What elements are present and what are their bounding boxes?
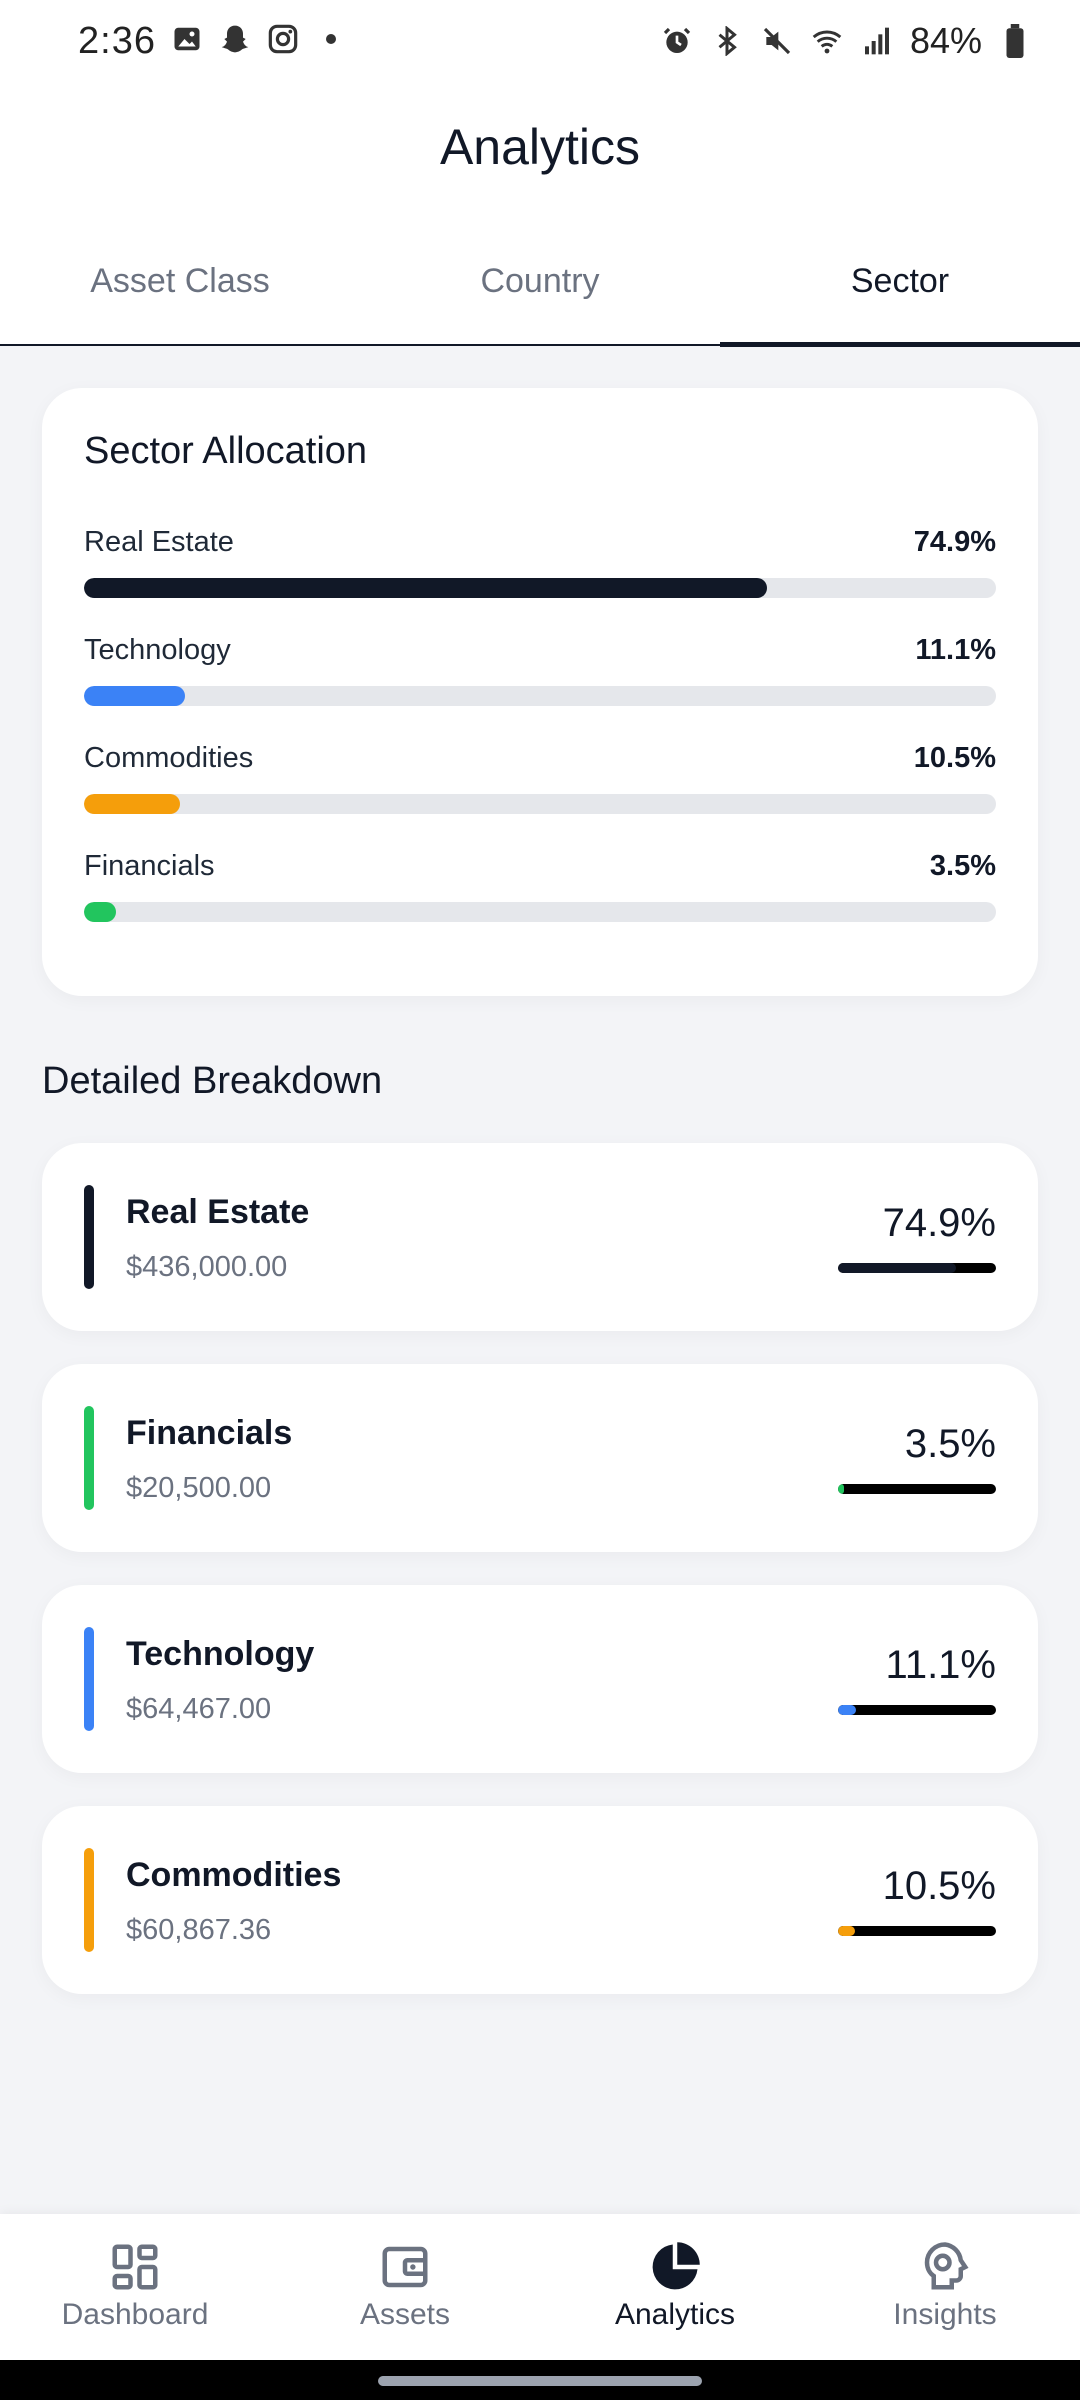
- allocation-percent: 11.1%: [915, 634, 996, 666]
- allocation-percent: 10.5%: [913, 742, 996, 774]
- nav-label: Assets: [359, 2298, 451, 2331]
- sector-percent: 3.5%: [904, 1422, 996, 1466]
- instagram-icon: [266, 22, 300, 56]
- sector-value: $436,000.00: [126, 1251, 288, 1283]
- sector-color-stripe: [84, 1185, 94, 1289]
- sector-color-stripe: [84, 1848, 94, 1952]
- allocation-row: Real Estate 74.9%: [84, 526, 996, 616]
- breakdown-card[interactable]: Technology $64,467.00 11.1%: [42, 1585, 1038, 1773]
- wallet-icon: [378, 2240, 432, 2294]
- allocation-percent: 3.5%: [929, 850, 996, 882]
- sector-mini-bar: [838, 1926, 996, 1936]
- wifi-icon: [810, 24, 844, 58]
- image-icon: [170, 22, 204, 56]
- allocation-label: Financials: [84, 850, 215, 882]
- card-title: Sector Allocation: [84, 430, 368, 472]
- breakdown-card[interactable]: Financials $20,500.00 3.5%: [42, 1364, 1038, 1552]
- nav-label: Analytics: [614, 2298, 736, 2331]
- allocation-label: Technology: [84, 634, 231, 666]
- tab-sector[interactable]: Sector: [720, 240, 1080, 347]
- sector-name: Commodities: [126, 1856, 342, 1894]
- allocation-bar-track: [84, 578, 996, 598]
- allocation-row: Technology 11.1%: [84, 634, 996, 724]
- section-title-breakdown: Detailed Breakdown: [42, 1060, 383, 1102]
- battery-icon: [998, 24, 1032, 58]
- battery-percent: 84%: [909, 20, 982, 61]
- allocation-bar-track: [84, 794, 996, 814]
- sector-value: $20,500.00: [126, 1472, 272, 1504]
- mute-icon: [760, 24, 794, 58]
- sector-percent: 10.5%: [882, 1864, 996, 1908]
- allocation-bar-fill: [84, 578, 768, 598]
- allocation-row: Financials 3.5%: [84, 850, 996, 940]
- allocation-bar-track: [84, 902, 996, 922]
- allocation-label: Commodities: [84, 742, 254, 774]
- sector-mini-bar: [838, 1263, 996, 1273]
- snapchat-icon: [218, 22, 252, 56]
- bluetooth-icon: [710, 24, 744, 58]
- sector-mini-bar-fill: [838, 1263, 957, 1273]
- brain-icon: [918, 2240, 972, 2294]
- allocation-label: Real Estate: [84, 526, 234, 558]
- sector-percent: 74.9%: [882, 1201, 996, 1245]
- app-header-area: 2:36: [0, 0, 1080, 347]
- gesture-bar: [0, 2360, 1080, 2400]
- dashboard-icon: [108, 2240, 162, 2294]
- allocation-bar-fill: [84, 794, 180, 814]
- sector-mini-bar-fill: [838, 1705, 856, 1715]
- pie-chart-icon: [648, 2240, 702, 2294]
- sector-name: Real Estate: [126, 1193, 310, 1231]
- nav-analytics[interactable]: Analytics: [540, 2214, 810, 2360]
- sector-percent: 11.1%: [885, 1643, 996, 1687]
- tab-bar: Asset Class Country Sector: [0, 240, 1080, 347]
- tab-asset-class[interactable]: Asset Class: [90, 262, 270, 300]
- sector-value: $60,867.36: [126, 1914, 272, 1946]
- sector-allocation-card: Sector Allocation Real Estate 74.9% Tech…: [42, 388, 1038, 996]
- sector-name: Financials: [126, 1414, 293, 1452]
- sector-mini-bar: [838, 1705, 996, 1715]
- nav-dashboard[interactable]: Dashboard: [0, 2214, 270, 2360]
- sector-mini-bar-fill: [838, 1926, 855, 1936]
- status-time: 2:36: [78, 20, 156, 62]
- nav-label: Dashboard: [61, 2298, 209, 2331]
- alarm-icon: [660, 24, 694, 58]
- sector-color-stripe: [84, 1627, 94, 1731]
- status-left-icons: [170, 22, 348, 56]
- sector-value: $64,467.00: [126, 1693, 272, 1725]
- status-right-icons: 84%: [660, 20, 1032, 62]
- page-title: Analytics: [439, 119, 641, 175]
- home-gesture-handle[interactable]: [378, 2376, 702, 2386]
- allocation-bar-track: [84, 686, 996, 706]
- allocation-row: Commodities 10.5%: [84, 742, 996, 832]
- allocation-bar-fill: [84, 902, 116, 922]
- status-bar: 2:36: [0, 0, 1080, 90]
- signal-icon: [860, 24, 894, 58]
- breakdown-card[interactable]: Real Estate $436,000.00 74.9%: [42, 1143, 1038, 1331]
- bottom-nav: Dashboard Assets Analytics Insights: [0, 2214, 1080, 2360]
- sector-mini-bar-fill: [838, 1484, 844, 1494]
- sector-color-stripe: [84, 1406, 94, 1510]
- sector-name: Technology: [126, 1635, 315, 1673]
- dot-icon: [314, 22, 348, 56]
- tab-country[interactable]: Country: [480, 262, 600, 300]
- breakdown-card[interactable]: Commodities $60,867.36 10.5%: [42, 1806, 1038, 1994]
- allocation-bar-fill: [84, 686, 186, 706]
- sector-mini-bar: [838, 1484, 996, 1494]
- nav-insights[interactable]: Insights: [810, 2214, 1080, 2360]
- nav-assets[interactable]: Assets: [270, 2214, 540, 2360]
- nav-label: Insights: [893, 2298, 997, 2331]
- allocation-percent: 74.9%: [913, 526, 996, 558]
